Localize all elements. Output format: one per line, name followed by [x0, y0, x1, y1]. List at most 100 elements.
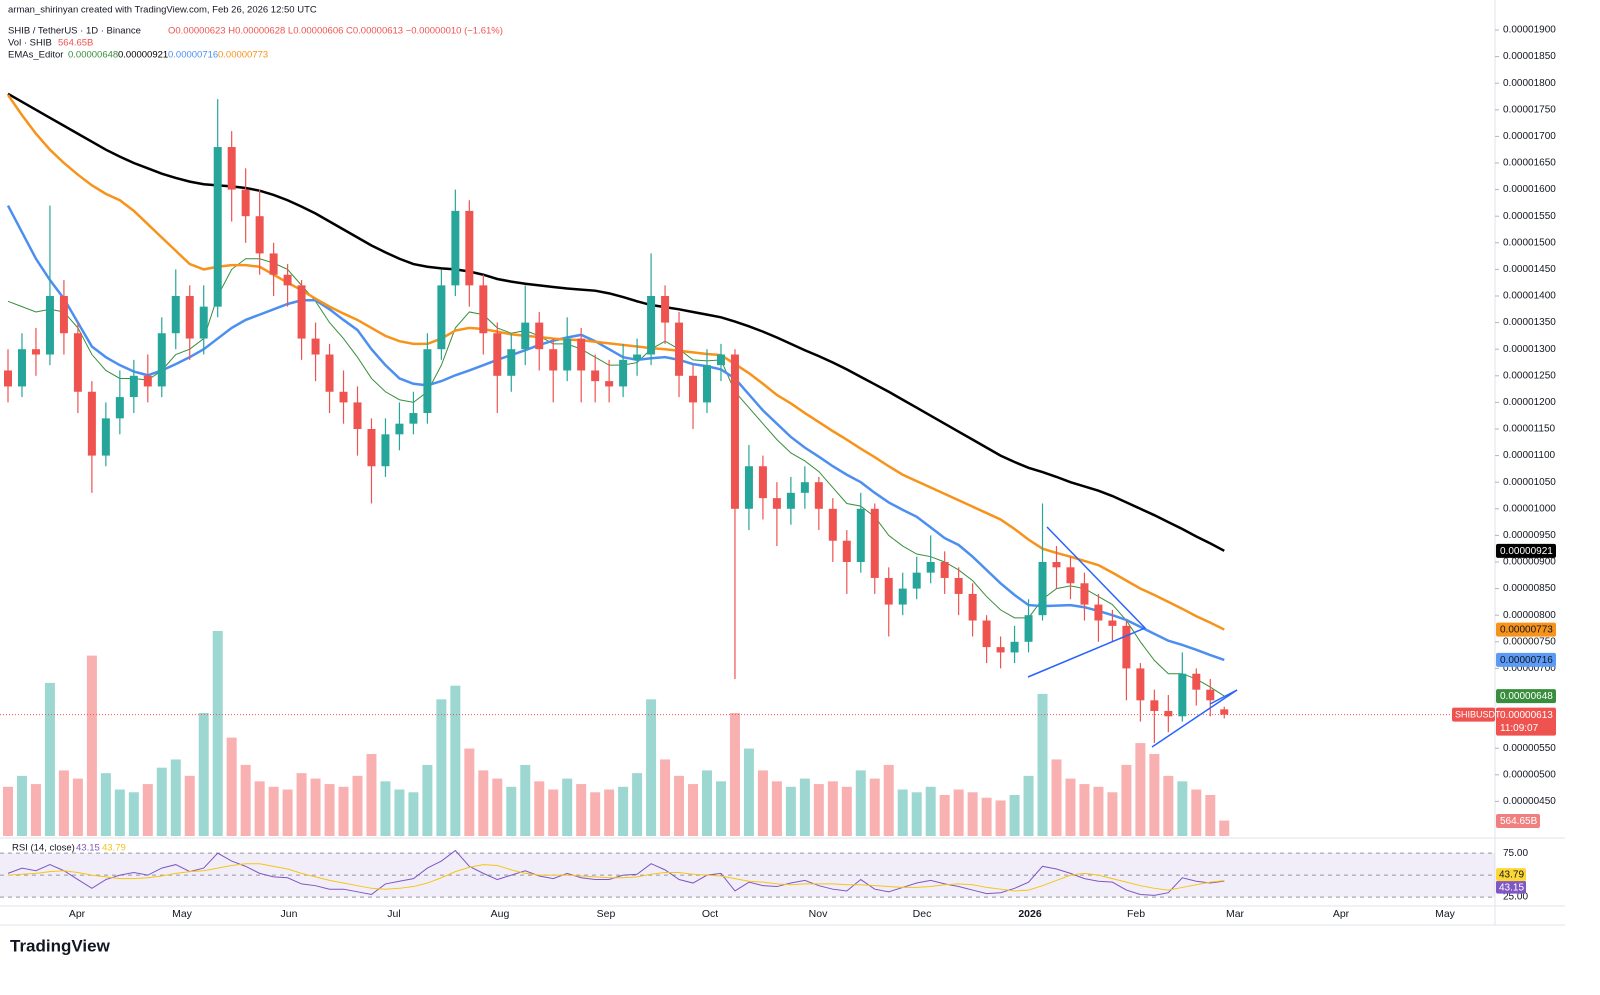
x-tick-label: Dec	[913, 908, 932, 920]
volume-bar	[1191, 789, 1202, 836]
candle-body	[73, 333, 82, 392]
y-tick-label: 0.00001000	[1503, 503, 1556, 514]
volume-bar	[142, 784, 153, 836]
candle-body	[255, 216, 264, 254]
volume-bar	[1051, 759, 1062, 836]
y-tick-label: 0.00001500	[1503, 237, 1556, 248]
volume-bar	[590, 792, 601, 836]
volume-bar	[1135, 743, 1146, 836]
credit: arman_shirinyan created with TradingView…	[8, 5, 317, 16]
candle-body	[129, 375, 138, 398]
volume-bar	[156, 767, 167, 836]
candle-body	[87, 391, 96, 456]
candle-body	[4, 370, 12, 387]
candle-body	[465, 210, 474, 286]
y-tick-label: 0.00000850	[1503, 583, 1556, 594]
y-tick-label: 0.00000450	[1503, 796, 1556, 807]
candle-body	[493, 333, 502, 376]
candle-body	[912, 572, 921, 589]
y-tick-label: 0.00001750	[1503, 104, 1556, 115]
candle-body	[437, 285, 446, 350]
candle-body	[1206, 689, 1215, 701]
y-tick-label: 0.00001300	[1503, 344, 1556, 355]
y-tick-label: 0.00001050	[1503, 477, 1556, 488]
volume-bar	[953, 789, 964, 836]
candle-body	[1066, 567, 1075, 584]
volume-bar	[1037, 693, 1048, 836]
candle-body	[577, 338, 586, 371]
y-tick-label: 0.00001200	[1503, 397, 1556, 408]
ema-value: 0.00000648	[68, 50, 118, 61]
candle-body	[213, 147, 222, 307]
candle-body	[507, 349, 516, 376]
rsi-tick-label: 25.00	[1503, 892, 1528, 903]
volume-bar	[1107, 792, 1118, 836]
volume-bar	[198, 713, 209, 836]
ema-last-label-box	[1496, 622, 1556, 637]
y-tick-label: 0.00001650	[1503, 158, 1556, 169]
symbol-tag: SHIBUSDT	[1455, 710, 1501, 720]
volume-bar	[184, 775, 195, 836]
volume-bar	[897, 789, 908, 836]
candle-body	[283, 274, 292, 286]
x-tick-label: Feb	[1127, 908, 1145, 920]
y-tick-label: 0.00001550	[1503, 211, 1556, 222]
x-tick-label: May	[1435, 908, 1456, 920]
x-tick-label: May	[172, 908, 193, 920]
volume-bar	[618, 786, 629, 836]
volume-bar	[86, 655, 97, 836]
volume-bar	[170, 759, 181, 836]
volume-bar	[240, 764, 251, 836]
volume-layer	[3, 631, 1230, 836]
candle-body	[367, 429, 376, 467]
volume-bar	[827, 781, 838, 836]
volume-bar	[394, 789, 405, 836]
ema-line	[6, 94, 1225, 631]
volume-bar	[520, 764, 531, 836]
volume-bar	[785, 786, 796, 836]
rsi-last-box	[1496, 868, 1526, 882]
x-tick-label: 2026	[1018, 908, 1042, 920]
candle-body	[828, 508, 837, 541]
volume-bar	[16, 775, 27, 836]
ema-last-label: 0.00000921	[1500, 546, 1553, 557]
volume-bar	[366, 754, 377, 836]
y-tick-label: 0.00000500	[1503, 769, 1556, 780]
rsi-legend: RSI (14, close)	[12, 843, 75, 854]
candle-body	[633, 354, 642, 360]
rsi-ma-value: 43.79	[102, 843, 126, 854]
volume-bar	[604, 789, 615, 836]
candle-body	[1052, 562, 1061, 568]
candle-body	[451, 210, 460, 286]
x-tick-label: Oct	[702, 908, 718, 920]
volume-bar	[114, 789, 125, 836]
x-tick-label: Sep	[597, 908, 616, 920]
candle-body	[689, 375, 698, 403]
triangle-trendline	[1027, 526, 1147, 678]
y-tick-label: 0.00001100	[1503, 450, 1556, 461]
candle-body	[143, 375, 152, 387]
rsi-layer	[0, 849, 1495, 898]
volume-bar	[3, 786, 13, 836]
candle-body	[409, 413, 418, 424]
ema-value: 0.00000773	[218, 50, 268, 61]
trendline	[1209, 689, 1238, 705]
y-tick-label: 0.00001900	[1503, 25, 1556, 36]
volume-bar	[1065, 778, 1076, 836]
ema-layer	[0, 92, 1495, 716]
y-tick-label: 0.00000700	[1503, 663, 1556, 674]
volume-bar	[1163, 775, 1174, 836]
candle-body	[744, 466, 753, 509]
candle-body	[940, 562, 949, 578]
volume-bar	[729, 713, 740, 836]
candle-body	[1024, 615, 1033, 642]
volume-bar	[562, 778, 573, 836]
volume-bar	[450, 685, 461, 836]
price-box	[1496, 707, 1556, 736]
axis-labels: 0.00000450 0.00000500 0.00000550 0.00000700…	[69, 25, 1556, 920]
y-tick-label: 0.00001850	[1503, 51, 1556, 62]
volume-label: 564.65B	[1500, 816, 1538, 827]
candle-body	[675, 322, 684, 376]
volume-bar	[841, 786, 852, 836]
